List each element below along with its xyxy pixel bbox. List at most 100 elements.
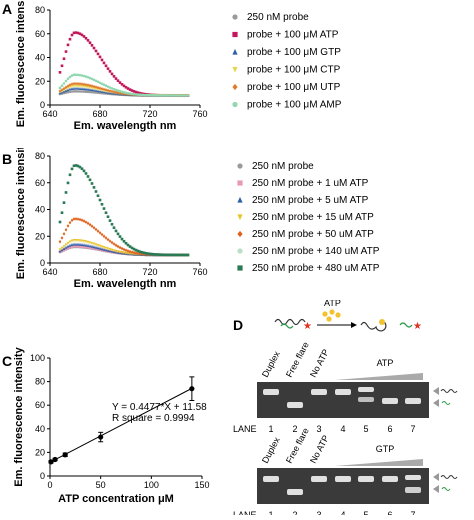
data-point [66, 86, 70, 90]
data-point [120, 237, 124, 241]
data-point [74, 164, 78, 167]
y-tick-label: 0 [40, 471, 45, 481]
data-point [76, 84, 80, 88]
data-point [84, 90, 88, 94]
panel-label-c: C [2, 353, 12, 369]
lane-number: 4 [340, 424, 345, 434]
data-point [108, 70, 112, 73]
data-point [120, 90, 124, 94]
arrow-head-icon [351, 322, 357, 328]
data-point [86, 87, 90, 91]
data-point [142, 93, 146, 97]
lane-number: 1 [268, 510, 273, 515]
data-point [88, 178, 92, 182]
data-point [118, 81, 122, 84]
x-tick-label: 0 [47, 480, 52, 490]
y-tick-label: 20 [35, 76, 45, 86]
data-point [74, 244, 78, 248]
gel-band [311, 389, 327, 395]
data-point [110, 222, 114, 226]
data-point [98, 81, 102, 85]
data-point [92, 84, 96, 89]
data-point [114, 90, 118, 95]
gradient-label: ATP [377, 358, 394, 368]
data-point [122, 91, 126, 94]
data-point [66, 246, 70, 250]
data-point [106, 247, 110, 251]
legend-marker [237, 265, 243, 271]
data-point [88, 83, 92, 88]
data-point [82, 82, 86, 87]
data-point [72, 90, 76, 93]
data-point [102, 246, 106, 250]
legend-label: probe + 100 μM CTP [247, 65, 341, 76]
data-point [168, 94, 172, 97]
data-point [128, 88, 132, 91]
data-point [148, 93, 152, 97]
data-point [100, 245, 104, 249]
y-tick-label: 100 [30, 353, 45, 363]
data-point [80, 33, 84, 37]
data-point [76, 86, 80, 90]
data-point [62, 201, 66, 204]
data-point [94, 49, 98, 53]
data-point [98, 198, 102, 202]
data-point [118, 235, 122, 238]
data-point [110, 240, 114, 245]
y-tick-label: 80 [35, 5, 45, 15]
data-point [92, 247, 96, 250]
data-point [66, 181, 70, 185]
data-point [128, 252, 132, 256]
y-tick-label: 80 [35, 377, 45, 387]
legend-label: 250 nM probe + 50 uM ATP [252, 229, 374, 240]
data-point [72, 81, 76, 86]
data-point [72, 245, 76, 248]
data-point [70, 86, 74, 90]
lane-number: 7 [410, 510, 415, 515]
data-point [92, 225, 96, 230]
bound-atp-icon [379, 319, 385, 325]
data-point [62, 452, 68, 458]
lane-number: 5 [363, 510, 368, 515]
data-point [112, 90, 116, 94]
data-point [74, 242, 78, 246]
data-point [154, 94, 158, 97]
data-point [150, 252, 154, 256]
data-point [70, 242, 74, 246]
gel-image [257, 382, 429, 418]
data-point [172, 94, 176, 97]
legend-label: probe + 100 μM AMP [247, 100, 342, 111]
data-point [68, 243, 72, 247]
chart-c: C 0 20 40 60 80 100 0 50 100 150 ATP concentration… [2, 346, 210, 505]
data-point [180, 253, 184, 257]
fit-r-square: R square = 0.9994 [112, 413, 195, 424]
data-point [114, 243, 118, 248]
data-point [124, 251, 128, 255]
data-point [122, 251, 126, 255]
data-point [78, 245, 82, 248]
data-point [128, 245, 132, 248]
data-point [80, 245, 84, 248]
data-point [82, 169, 86, 173]
data-point [74, 238, 78, 243]
data-point [104, 246, 108, 250]
data-point [108, 89, 112, 93]
data-point [138, 91, 142, 95]
plot-area: 0 20 40 60 80 640 680 720 760 Em. wavelength nm Em… [15, 139, 208, 290]
data-point [110, 89, 114, 94]
data-point [162, 94, 166, 97]
duplex-marker-icon [433, 387, 439, 395]
x-tick-label: 50 [96, 480, 106, 490]
data-point [94, 245, 98, 249]
gel-band [358, 387, 374, 392]
y-axis-label: Em. fluorescence intensity [13, 346, 25, 486]
data-point [60, 211, 64, 214]
data-point [94, 243, 98, 247]
y-axis-label: Em. fluorescence intensity [15, 0, 27, 127]
data-point [64, 85, 68, 90]
data-point [96, 246, 100, 250]
x-tick-label: 680 [92, 267, 107, 277]
data-point [82, 243, 86, 247]
y-tick-label: 0 [40, 100, 45, 110]
